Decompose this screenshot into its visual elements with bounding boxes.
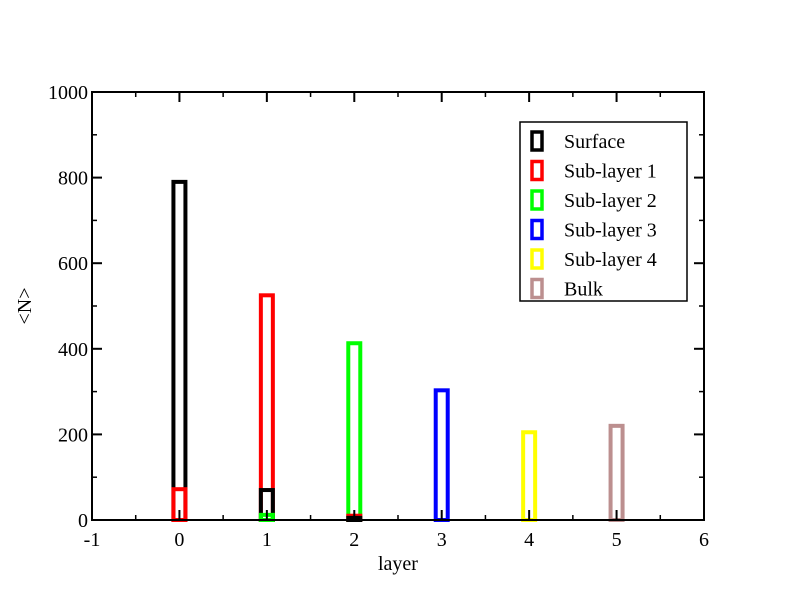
bar-sub-layer-4-layer-4 (521, 430, 538, 523)
x-tick-label: 0 (174, 529, 184, 551)
x-tick-label: 3 (437, 529, 447, 551)
bar-bulk-layer-5 (608, 423, 625, 522)
legend-swatch-sub-layer-2 (530, 189, 544, 211)
bar-surface-layer-0 (171, 179, 188, 522)
bar-sub-layer-1-layer-1 (258, 293, 275, 522)
y-tick-label: 600 (58, 253, 88, 275)
x-tick-label: 1 (262, 529, 272, 551)
legend-swatch-bulk (530, 277, 544, 300)
y-axis-title: <N> (14, 287, 36, 324)
y-tick-label: 400 (58, 339, 88, 361)
x-tick-label: 2 (349, 529, 359, 551)
legend-swatch-surface (530, 130, 544, 152)
y-tick-label: 200 (58, 424, 88, 446)
y-tick-label: 1000 (48, 82, 88, 104)
axis-ticks (91, 91, 705, 521)
legend: Surface Sub-layer 1 Sub-layer 2 Sub-layer 3… (519, 121, 688, 302)
bar-sub-layer-2-layer-2 (346, 341, 363, 522)
legend-box (519, 121, 688, 302)
x-tick-label: 5 (612, 529, 622, 551)
x-tick-label: 6 (699, 529, 709, 551)
legend-label-surface: Surface (564, 131, 625, 153)
legend-swatch-sub-layer-3 (530, 218, 544, 241)
y-tick-label: 800 (58, 168, 88, 190)
x-axis-title: layer (378, 553, 418, 575)
x-tick-label: -1 (84, 529, 101, 551)
legend-label-sub-layer-1: Sub-layer 1 (564, 161, 657, 183)
legend-label-sub-layer-2: Sub-layer 2 (564, 190, 657, 212)
legend-label-bulk: Bulk (564, 279, 603, 301)
legend-label-sub-layer-3: Sub-layer 3 (564, 220, 657, 242)
y-tick-label: 0 (78, 510, 88, 532)
legend-label-sub-layer-4: Sub-layer 4 (564, 249, 657, 271)
bar-sub-layer-3-layer-3 (433, 388, 450, 523)
legend-swatch-sub-layer-4 (530, 248, 544, 270)
x-tick-label: 4 (524, 529, 534, 551)
legend-swatch-sub-layer-1 (530, 159, 544, 182)
